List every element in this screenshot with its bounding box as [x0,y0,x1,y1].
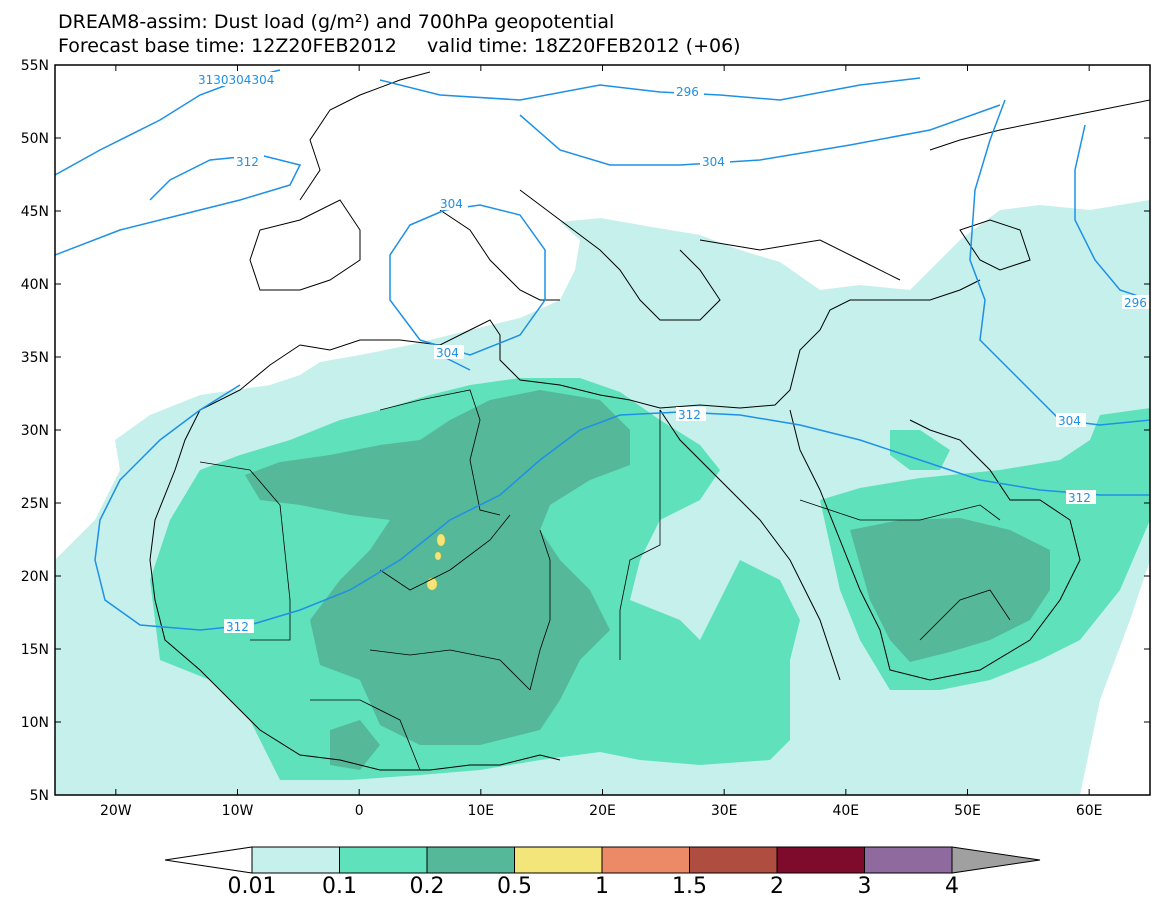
colorbar-box [339,846,428,874]
map-subtitle: Forecast base time: 12Z20FEB2012 valid t… [58,35,741,57]
contour-label: 3130304304 [198,73,274,87]
contour-labels: 3130304304 296 312 304 304 304 312 304 2… [196,72,1150,634]
contour-label: 304 [1058,414,1081,428]
country-borders [199,389,1011,771]
colorbar-left-arrow [164,846,253,874]
longitude-axis: 20W 10W 0 10E 20E 30E 40E 50E 60E [100,65,1103,819]
dust-level-0.2 [245,390,1050,770]
colorbar-level-label: 4 [945,874,959,899]
latitude-axis: 55N 50N 45N 40N 35N 30N 25N 20N 15N 10N 5N [21,58,1150,804]
colorbar-level-label: 0.5 [497,874,532,899]
lat-tick-label: 15N [21,642,49,658]
lon-tick-label: 50E [954,803,981,819]
lat-tick-label: 55N [21,58,49,74]
lon-tick-label: 30E [711,803,738,819]
colorbar-box [689,846,778,874]
coastlines [149,71,1150,771]
lon-tick-label: 60E [1076,803,1103,819]
lat-tick-label: 50N [21,131,49,147]
contour-label: 312 [226,620,249,634]
dust-level-0.5 [426,533,446,591]
lat-tick-label: 5N [30,788,49,804]
colorbar-box [514,846,603,874]
colorbar-level-label: 0.01 [228,874,277,899]
colorbar-box [426,846,515,874]
colorbar-level-label: 0.2 [410,874,445,899]
contour-label: 312 [236,155,259,169]
colorbar-level-label: 0.1 [322,874,357,899]
lon-tick-label: 20E [589,803,616,819]
lat-tick-label: 40N [21,277,49,293]
contour-label: 304 [440,197,463,211]
contour-label: 296 [676,85,699,99]
colorbar-box [864,846,953,874]
contour-label: 296 [1124,296,1147,310]
colorbar-box [601,846,690,874]
colorbar-level-label: 3 [858,874,872,899]
colorbar-level-label: 2 [770,874,784,899]
contour-label: 312 [1068,491,1091,505]
lat-tick-label: 20N [21,569,49,585]
lat-tick-label: 45N [21,204,49,220]
colorbar-level-label: 1 [595,874,609,899]
geopotential-contours [55,69,1150,631]
map-title: DREAM8-assim: Dust load (g/m²) and 700hP… [58,11,615,33]
lat-tick-label: 30N [21,423,49,439]
lon-tick-label: 10W [222,803,254,819]
contour-label: 312 [678,408,701,422]
lon-tick-label: 40E [832,803,859,819]
contour-label: 304 [436,346,459,360]
lat-tick-label: 10N [21,715,49,731]
colorbar: 0.01 0.1 0.2 0.5 1 1.5 2 3 4 [164,846,1041,899]
lon-tick-label: 0 [355,803,364,819]
lat-tick-label: 35N [21,350,49,366]
colorbar-box [776,846,865,874]
lat-tick-label: 25N [21,496,49,512]
colorbar-box [251,846,340,874]
lon-tick-label: 20W [100,803,132,819]
contour-label: 304 [702,155,725,169]
map-area: 3130304304 296 312 304 304 304 312 304 2… [55,65,1150,795]
colorbar-level-label: 1.5 [672,874,707,899]
colorbar-right-arrow [951,846,1041,874]
lon-tick-label: 10E [467,803,494,819]
